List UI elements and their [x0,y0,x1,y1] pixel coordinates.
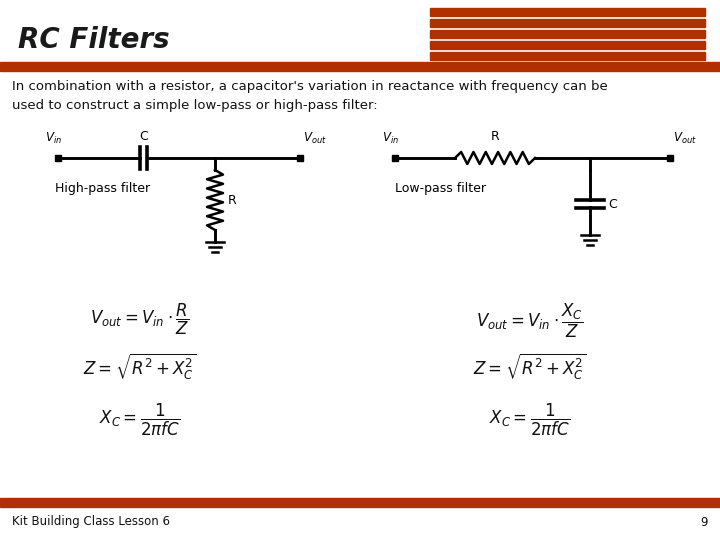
Bar [430,30,705,38]
Bar [430,8,705,16]
Text: 9: 9 [701,516,708,529]
Text: C: C [139,130,148,143]
Text: $X_C = \dfrac{1}{2\pi f C}$: $X_C = \dfrac{1}{2\pi f C}$ [99,402,181,438]
Bar [0,62,720,71]
Text: R: R [228,193,237,206]
Text: R: R [490,130,500,143]
Text: $V_{out} = V_{in} \cdot \dfrac{X_C}{Z}$: $V_{out} = V_{in} \cdot \dfrac{X_C}{Z}$ [476,302,584,340]
Text: $V_{out}$: $V_{out}$ [673,131,697,146]
Text: High-pass filter: High-pass filter [55,182,150,195]
Text: $V_{in}$: $V_{in}$ [382,131,398,146]
Text: Low-pass filter: Low-pass filter [395,182,486,195]
Text: $V_{out} = V_{in} \cdot \dfrac{R}{Z}$: $V_{out} = V_{in} \cdot \dfrac{R}{Z}$ [91,302,189,337]
Text: $Z = \sqrt{R^2 + X_C^2}$: $Z = \sqrt{R^2 + X_C^2}$ [473,352,587,382]
Text: C: C [608,198,617,211]
Text: In combination with a resistor, a capacitor's variation in reactance with freque: In combination with a resistor, a capaci… [12,80,608,112]
Text: $V_{out}$: $V_{out}$ [303,131,327,146]
Bar [430,41,705,49]
Text: Kit Building Class Lesson 6: Kit Building Class Lesson 6 [12,516,170,529]
Text: $V_{in}$: $V_{in}$ [45,131,61,146]
Bar [430,19,705,27]
Text: RC Filters: RC Filters [18,26,170,54]
Bar [430,52,705,60]
Text: $X_C = \dfrac{1}{2\pi f C}$: $X_C = \dfrac{1}{2\pi f C}$ [490,402,570,438]
Text: $Z = \sqrt{R^2 + X_C^2}$: $Z = \sqrt{R^2 + X_C^2}$ [83,352,197,382]
Bar [0,498,720,507]
